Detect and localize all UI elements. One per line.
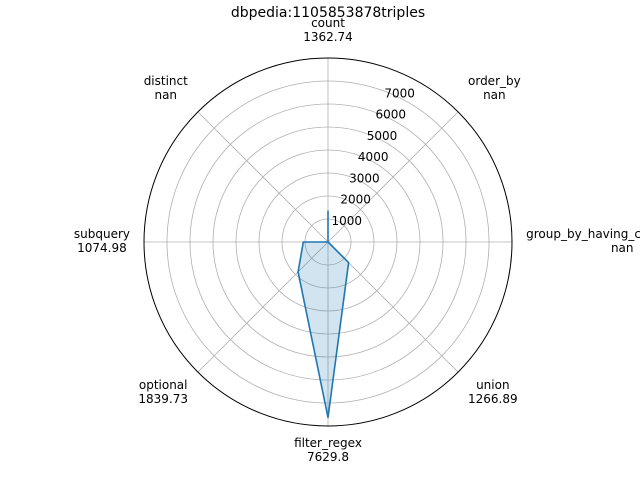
radial-tick-label: 6000 (376, 108, 407, 122)
category-label: union 1266.89 (468, 378, 518, 406)
radial-tick-label: 3000 (349, 171, 380, 185)
category-name: distinct (144, 74, 188, 88)
radial-tick-label: 2000 (340, 193, 371, 207)
category-label: optional 1839.73 (138, 378, 188, 406)
series-area (298, 210, 349, 418)
grid-circle (166, 80, 490, 404)
category-value: nan (483, 88, 506, 102)
grid-circle (212, 126, 444, 358)
grid-circle (235, 149, 421, 335)
category-value: 1266.89 (468, 392, 518, 406)
category-value: 1839.73 (138, 392, 188, 406)
radial-tick-label: 5000 (367, 129, 398, 143)
category-name: subquery (74, 227, 130, 241)
category-value: nan (154, 88, 177, 102)
chart-title: dbpedia:1105853878triples (231, 5, 425, 21)
category-name: union (476, 378, 510, 392)
series-layer (297, 210, 350, 419)
category-name: optional (139, 378, 188, 392)
radial-tick-label: 4000 (358, 150, 389, 164)
grid-circle (258, 172, 398, 312)
grid-circle (281, 195, 375, 289)
category-label: subquery 1074.98 (74, 227, 130, 255)
category-label: order_by nan (468, 74, 521, 102)
outer-frame (143, 57, 513, 427)
radial-tick-label: 1000 (332, 214, 363, 228)
category-value: nan (611, 241, 634, 255)
category-label: distinct nan (144, 74, 188, 102)
radial-grid (144, 58, 512, 426)
category-label: filter_regex 7629.8 (294, 436, 362, 464)
category-name: group_by_having_count_distinct (526, 227, 640, 241)
grid-circle (189, 103, 467, 381)
category-value: 1074.98 (77, 241, 127, 255)
category-label: count 1362.74 (303, 16, 353, 44)
category-name: count (311, 16, 345, 30)
radial-tick-label: 7000 (384, 86, 415, 100)
series-line (297, 210, 350, 419)
category-value: 7629.8 (307, 450, 349, 464)
category-value: 1362.74 (303, 30, 353, 44)
category-name: filter_regex (294, 436, 362, 450)
radial-tick-labels: 1000 2000 3000 4000 5000 6000 7000 (332, 86, 415, 227)
category-name: order_by (468, 74, 521, 88)
